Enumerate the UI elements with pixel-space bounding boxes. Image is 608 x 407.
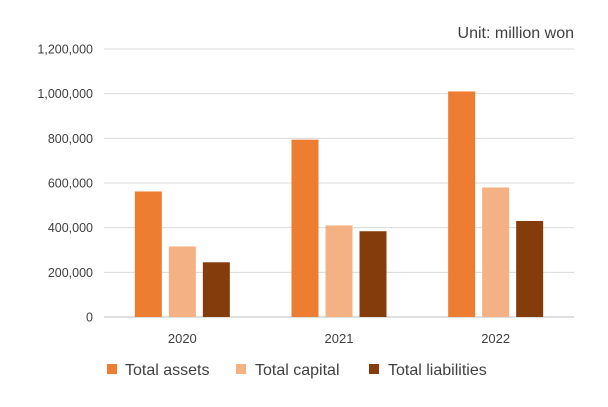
y-tick-label: 800,000 <box>48 132 93 146</box>
bar-total-assets-2020 <box>134 191 162 317</box>
y-tick-label: 0 <box>86 311 93 325</box>
bar-total-assets-2022 <box>448 91 476 317</box>
legend: Total assets Total capital Total liabiliti… <box>107 362 487 379</box>
bar-total-assets-2021 <box>291 139 319 317</box>
x-category-label: 2022 <box>481 331 510 346</box>
legend-swatch <box>107 364 117 374</box>
y-tick-label: 600,000 <box>48 177 93 191</box>
y-tick-label: 1,200,000 <box>37 43 93 57</box>
unit-label: Unit: million won <box>458 25 574 42</box>
bar-total-capital-2022 <box>482 187 510 317</box>
bar-total-liabilities-2020 <box>202 262 230 317</box>
bar-total-capital-2020 <box>168 246 196 317</box>
legend-label: Total assets <box>125 362 209 379</box>
legend-label: Total capital <box>255 362 340 379</box>
bars <box>134 91 544 317</box>
y-tick-label: 1,000,000 <box>37 87 93 101</box>
legend-swatch <box>236 364 246 374</box>
legend-label: Total liabilities <box>388 362 487 379</box>
bar-total-capital-2021 <box>325 225 353 317</box>
bar-total-liabilities-2022 <box>516 220 544 317</box>
x-axis-category-labels: 2020 2021 2022 <box>168 331 510 346</box>
y-tick-label: 200,000 <box>48 266 93 280</box>
y-axis-tick-labels: 0 200,000 400,000 600,000 800,000 1,000,000 1,… <box>37 43 93 325</box>
y-tick-label: 400,000 <box>48 221 93 235</box>
bar-total-liabilities-2021 <box>359 231 387 317</box>
x-category-label: 2021 <box>325 331 354 346</box>
legend-swatch <box>369 364 379 374</box>
x-category-label: 2020 <box>168 331 197 346</box>
